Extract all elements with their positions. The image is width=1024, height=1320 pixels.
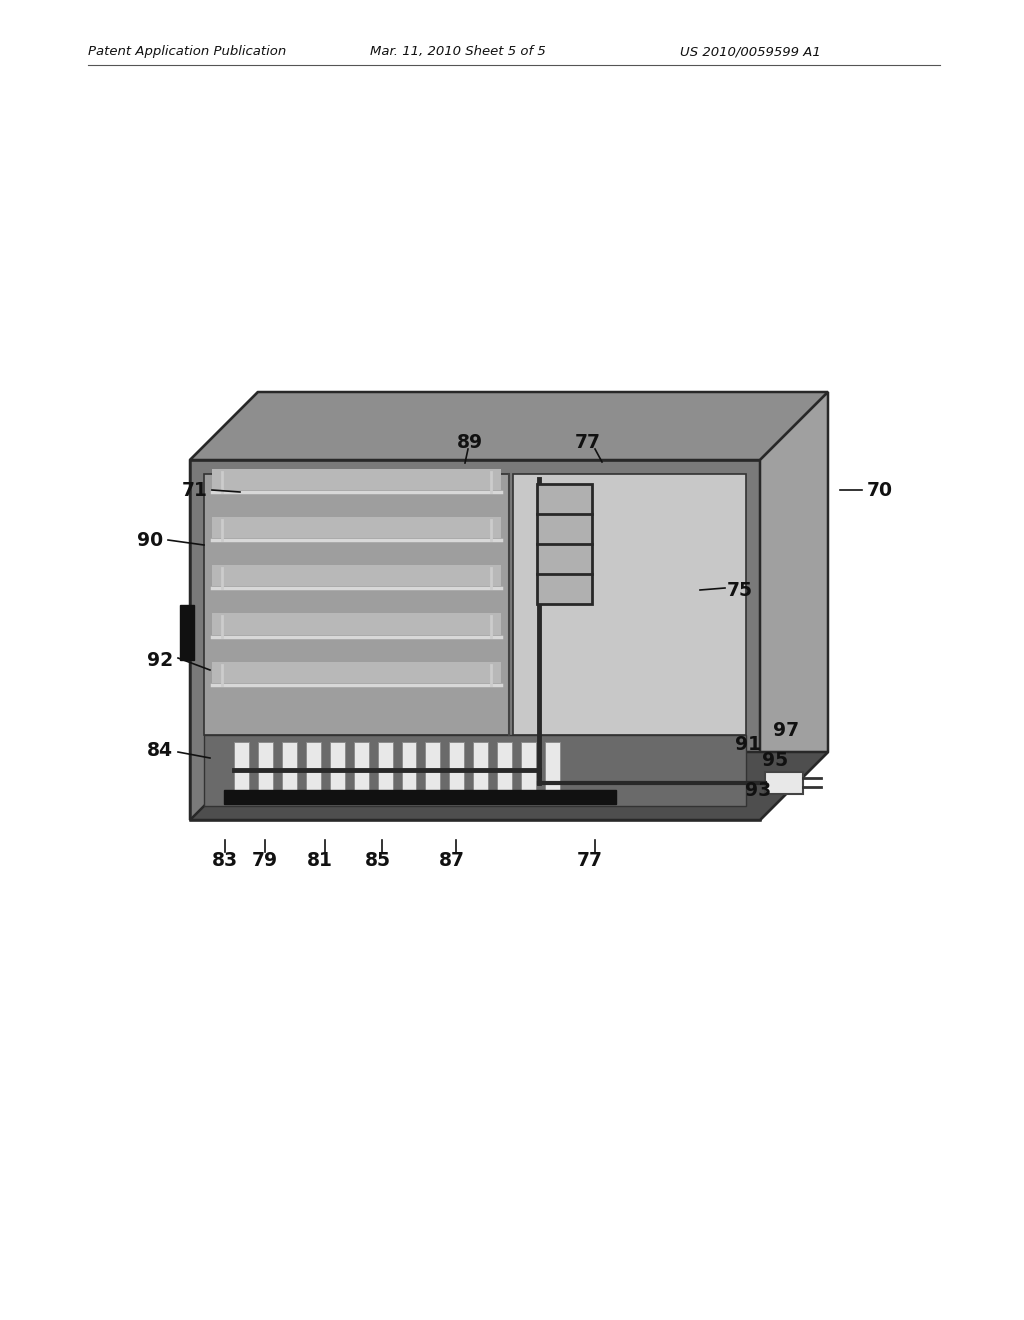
Text: 95: 95 — [762, 751, 788, 770]
Text: Mar. 11, 2010 Sheet 5 of 5: Mar. 11, 2010 Sheet 5 of 5 — [370, 45, 546, 58]
Text: 89: 89 — [457, 433, 483, 453]
Text: 84: 84 — [147, 741, 173, 759]
Text: 87: 87 — [439, 850, 465, 870]
Text: Patent Application Publication: Patent Application Publication — [88, 45, 287, 58]
Text: 91: 91 — [735, 735, 761, 755]
Bar — [212, 614, 501, 635]
Text: 93: 93 — [744, 780, 771, 800]
Bar — [537, 484, 592, 605]
Bar — [765, 772, 803, 795]
Bar — [521, 742, 537, 799]
Bar — [212, 565, 501, 586]
Bar — [498, 742, 512, 799]
Text: 79: 79 — [252, 850, 279, 870]
Bar — [180, 605, 194, 660]
Polygon shape — [190, 392, 258, 820]
Bar — [212, 517, 501, 539]
Text: 83: 83 — [212, 850, 238, 870]
Text: 97: 97 — [773, 721, 799, 739]
Bar — [353, 742, 369, 799]
Text: 77: 77 — [577, 850, 603, 870]
Text: US 2010/0059599 A1: US 2010/0059599 A1 — [680, 45, 821, 58]
Polygon shape — [190, 459, 760, 820]
Text: 81: 81 — [307, 850, 333, 870]
Bar — [425, 742, 440, 799]
Bar — [212, 661, 501, 682]
Bar — [545, 742, 560, 799]
Polygon shape — [190, 752, 828, 820]
Bar — [473, 742, 488, 799]
Bar — [401, 742, 417, 799]
Text: 71: 71 — [182, 480, 208, 499]
Bar — [258, 742, 272, 799]
Bar — [204, 735, 746, 807]
Bar — [450, 742, 464, 799]
Bar — [234, 742, 249, 799]
Text: 90: 90 — [137, 531, 163, 549]
Bar — [224, 789, 616, 804]
Polygon shape — [190, 392, 828, 459]
Bar — [306, 742, 321, 799]
Text: 85: 85 — [365, 850, 391, 870]
Bar — [378, 742, 392, 799]
Bar — [204, 474, 509, 735]
Bar — [212, 469, 501, 490]
Text: 70: 70 — [867, 480, 893, 499]
Bar — [282, 742, 297, 799]
Bar — [513, 474, 746, 735]
Bar — [330, 742, 345, 799]
Text: FIGURE 5: FIGURE 5 — [354, 418, 476, 442]
Polygon shape — [760, 392, 828, 820]
Text: 75: 75 — [727, 581, 753, 599]
Text: 77: 77 — [575, 433, 601, 453]
Text: 92: 92 — [146, 651, 173, 669]
